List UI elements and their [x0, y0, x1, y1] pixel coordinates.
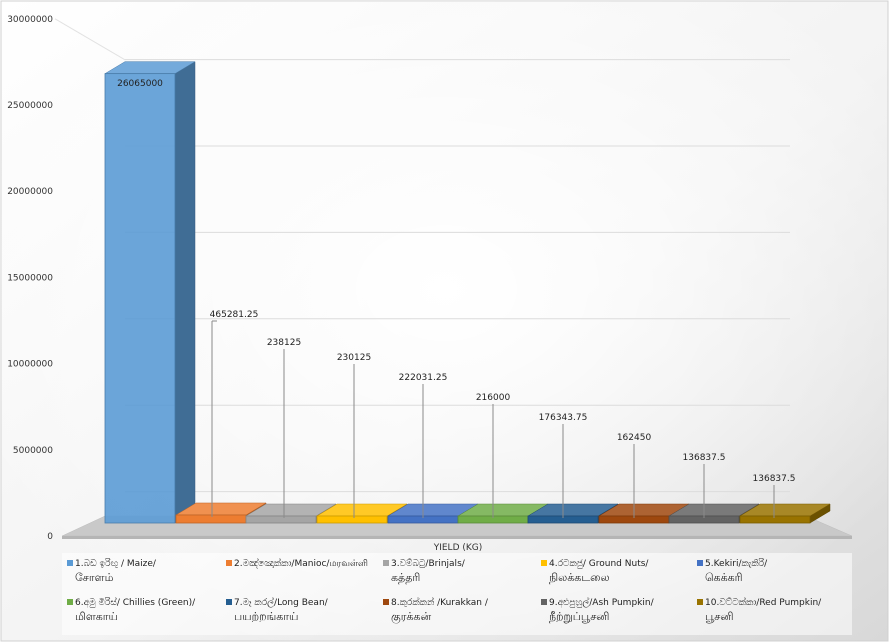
back-wall — [54, 18, 126, 61]
label-leader-lines — [211, 320, 775, 518]
legend-box — [62, 553, 852, 635]
data-label: 162450 — [617, 433, 652, 443]
data-label: 176343.75 — [539, 413, 588, 423]
legend-item-5: 5.Kekiri/කැකිරි/ கெக்கரி — [697, 558, 768, 584]
legend-swatch — [697, 599, 703, 605]
data-label: 136837.5 — [683, 453, 726, 463]
data-label: 26065000 — [117, 79, 163, 89]
legend-item-8: 8.කුරක්කන් /Kurakkan / குரக்கன் — [383, 597, 489, 625]
legend-label-line2: நிலக்கடலை — [549, 571, 610, 584]
legend-label: 3.වම්බටු/Brinjals/ — [391, 558, 466, 569]
legend-item-9: 9.අළුපුහුල්/Ash Pumpkin/நீற்றுப்பூசனி — [541, 597, 655, 623]
y-tick-label: 15000000 — [7, 273, 53, 283]
data-labels: 26065000 465281.25 238125 230125 222031.25 21… — [117, 79, 795, 484]
bar-front-face — [316, 515, 388, 524]
bar-front-face — [245, 515, 317, 524]
legend-label-line2: சோளம் — [75, 571, 114, 584]
legend-swatch — [226, 599, 232, 605]
legend-label-line2: கெக்கரி — [705, 571, 743, 584]
legend-swatch — [541, 560, 547, 566]
y-tick-label: 25000000 — [7, 101, 53, 111]
legend-swatch — [67, 560, 73, 566]
legend-label: 2.මඤ්ඤොක්කා/Manioc/மரவள்ளி — [234, 558, 368, 569]
legend-swatch — [226, 560, 232, 566]
legend-item-7: 7.මෑ කරල්/Long Bean/பயற்றங்காய் — [226, 597, 329, 623]
bar-side-face — [174, 61, 196, 524]
back-wall-edge — [54, 18, 126, 61]
legend-item-6: 6.අමු මිරිස්/ Chillies (Green)/ மிளகாய் — [67, 597, 196, 623]
legend-label: 9.අළුපුහුල්/Ash Pumpkin/ — [549, 597, 655, 608]
y-tick-label: 10000000 — [7, 360, 53, 370]
y-tick-label: 30000000 — [7, 15, 53, 25]
bar-front-face — [104, 73, 176, 524]
legend-item-10: 10.වට්ටක්කා/Red Pumpkin/பூசனி — [697, 597, 822, 623]
y-tick-label: 20000000 — [7, 187, 53, 197]
legend-item-4: 4.රටකජු/ Ground Nuts/நிலக்கடலை — [541, 559, 649, 584]
legend-label-line2: மிளகாய் — [75, 610, 118, 623]
legend-label-line2: நீற்றுப்பூசனி — [549, 610, 609, 623]
legend-label: 8.කුරක්කන් /Kurakkan / — [391, 597, 489, 608]
bar-front-face — [175, 514, 247, 524]
legend-label: 1.බඩ ඉරිඟු / Maize/ — [75, 558, 157, 569]
legend-label-line2: பூசனி — [705, 610, 734, 623]
y-tick-label: 0 — [47, 532, 53, 542]
legend-label: 7.මෑ කරල්/Long Bean/ — [234, 597, 329, 608]
bar-1 — [104, 61, 196, 524]
legend-swatch — [697, 560, 703, 566]
legend: 1.බඩ ඉරිඟු / Maize/சோளம் 2.මඤ්ඤොක්කා/Mani… — [62, 553, 852, 635]
legend-label-line2: பயற்றங்காய் — [234, 610, 298, 623]
legend-swatch — [67, 599, 73, 605]
floor-front — [62, 536, 852, 539]
legend-label-line2: குரக்கன் — [391, 610, 431, 625]
data-label: 216000 — [476, 393, 511, 403]
legend-swatch — [541, 599, 547, 605]
gridlines — [125, 59, 790, 493]
data-label: 136837.5 — [753, 474, 796, 484]
bar-front-face — [739, 515, 811, 524]
legend-label: 5.Kekiri/කැකිරි/ — [705, 558, 768, 569]
legend-item-2: 2.මඤ්ඤොක්කා/Manioc/மரவள்ளி — [226, 558, 368, 569]
legend-label: 6.අමු මිරිස්/ Chillies (Green)/ — [75, 597, 196, 608]
bar-10 — [739, 503, 831, 524]
legend-swatch — [383, 599, 389, 605]
bars — [104, 61, 831, 524]
legend-label: 4.රටකජු/ Ground Nuts/ — [549, 559, 649, 569]
legend-swatch — [383, 560, 389, 566]
data-label: 222031.25 — [399, 373, 448, 383]
legend-label: 10.වට්ටක්කා/Red Pumpkin/ — [705, 597, 822, 608]
legend-label-line2: கத்தரி — [391, 571, 420, 584]
legend-item-3: 3.වම්බටු/Brinjals/கத்தரி — [383, 558, 466, 584]
data-label: 238125 — [267, 338, 301, 348]
legend-item-1: 1.බඩ ඉරිඟු / Maize/சோளம் — [67, 558, 157, 584]
x-axis-title: YIELD (KG) — [433, 543, 483, 553]
data-label: 230125 — [337, 353, 371, 363]
y-axis: 0 5000000 10000000 15000000 20000000 25000000… — [7, 15, 53, 542]
data-label: 465281.25 — [210, 310, 259, 320]
y-tick-label: 5000000 — [13, 446, 53, 456]
